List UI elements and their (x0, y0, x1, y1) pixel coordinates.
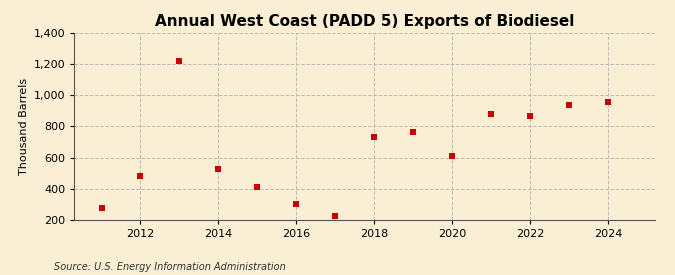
Point (524, 113, 535, 118)
Point (408, 130, 418, 134)
Point (603, 99, 614, 104)
Point (369, 135, 379, 140)
Point (330, 214, 341, 218)
Point (174, 59, 185, 63)
Point (291, 202, 302, 207)
Text: Source: U.S. Energy Information Administration: Source: U.S. Energy Information Administ… (54, 262, 286, 272)
Y-axis label: Thousand Barrels: Thousand Barrels (20, 78, 30, 175)
Title: Annual West Coast (PADD 5) Exports of Biodiesel: Annual West Coast (PADD 5) Exports of Bi… (155, 14, 574, 29)
Point (564, 103, 574, 107)
Point (447, 154, 458, 158)
Point (96, 205, 107, 210)
Point (252, 185, 263, 189)
Point (135, 174, 146, 178)
Point (486, 112, 497, 116)
Point (213, 166, 224, 171)
